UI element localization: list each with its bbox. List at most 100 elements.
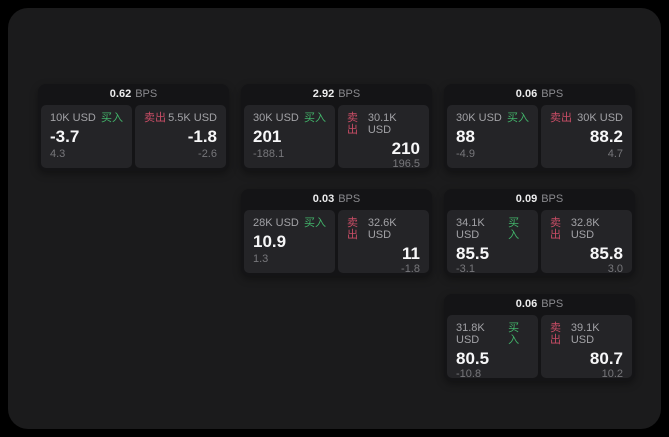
- buy-panel-header: 28K USD 买入: [253, 217, 326, 229]
- sell-amount: 5.5K USD: [168, 112, 217, 124]
- quote-card: 0.06 BPS 30K USD 买入 88 -4.9 卖出 30K USD 8…: [444, 84, 635, 171]
- sell-side-label: 卖出: [347, 112, 358, 137]
- sell-sub-value: -2.6: [198, 148, 217, 160]
- quote-card: 0.06 BPS 31.8K USD 买入 80.5 -10.8 卖出 39.1…: [444, 294, 635, 381]
- sell-panel[interactable]: 卖出 32.6K USD 11 -1.8: [338, 210, 429, 275]
- quote-card: 0.09 BPS 34.1K USD 买入 85.5 -3.1 卖出 32.8K…: [444, 189, 635, 276]
- buy-amount: 31.8K USD: [456, 322, 485, 347]
- sell-amount: 30K USD: [577, 112, 623, 124]
- quote-panels: 31.8K USD 买入 80.5 -10.8 卖出 39.1K USD 80.…: [447, 315, 632, 380]
- buy-price: 88: [456, 127, 475, 147]
- bps-unit-label: BPS: [338, 88, 361, 100]
- bps-header: 2.92 BPS: [244, 84, 429, 105]
- bps-value: 0.62: [109, 88, 132, 100]
- bps-header: 0.03 BPS: [244, 189, 429, 210]
- sell-sub-value: 10.2: [601, 367, 623, 380]
- bps-unit-label: BPS: [135, 88, 158, 100]
- buy-sub-value: 1.3: [253, 253, 269, 265]
- bps-header: 0.06 BPS: [447, 294, 632, 315]
- quote-panels: 30K USD 买入 88 -4.9 卖出 30K USD 88.2 4.7: [447, 105, 632, 168]
- quote-panels: 34.1K USD 买入 85.5 -3.1 卖出 32.8K USD 85.8…: [447, 210, 632, 275]
- sell-price: 88.2: [589, 127, 623, 147]
- sell-price: -1.8: [187, 127, 217, 147]
- sell-panel-header: 卖出 32.6K USD: [347, 217, 420, 241]
- quote-card: 2.92 BPS 30K USD 买入 201 -188.1 卖出 30.1K …: [241, 84, 432, 171]
- buy-sub-value: -10.8: [456, 367, 482, 380]
- bps-header: 0.06 BPS: [447, 84, 632, 105]
- buy-panel-header: 30K USD 买入: [456, 112, 529, 124]
- sell-panel-header: 卖出 30.1K USD: [347, 112, 420, 136]
- buy-sub-value: -3.1: [456, 262, 475, 275]
- sell-panel-header: 卖出 39.1K USD: [550, 322, 623, 346]
- sell-panel[interactable]: 卖出 32.8K USD 85.8 3.0: [541, 210, 632, 275]
- quote-panels: 30K USD 买入 201 -188.1 卖出 30.1K USD 210 1…: [244, 105, 429, 170]
- sell-sub-value: 4.7: [607, 148, 623, 160]
- buy-panel[interactable]: 30K USD 买入 88 -4.9: [447, 105, 538, 168]
- sell-amount: 32.6K USD: [367, 217, 397, 242]
- buy-amount: 28K USD: [253, 217, 299, 229]
- buy-sub-value: -4.9: [456, 148, 475, 160]
- bps-unit-label: BPS: [541, 88, 564, 100]
- quote-panels: 28K USD 买入 10.9 1.3 卖出 32.6K USD 11 -1.8: [244, 210, 429, 275]
- sell-price: 11: [402, 244, 420, 264]
- bps-unit-label: BPS: [541, 298, 564, 310]
- buy-panel-header: 30K USD 买入: [253, 112, 326, 124]
- buy-panel[interactable]: 30K USD 买入 201 -188.1: [244, 105, 335, 168]
- bps-header: 0.09 BPS: [447, 189, 632, 210]
- buy-sub-value: 4.3: [50, 148, 66, 160]
- buy-price: 80.5: [456, 349, 490, 369]
- buy-price: -3.7: [50, 127, 80, 147]
- bps-unit-label: BPS: [541, 193, 564, 205]
- buy-amount: 10K USD: [50, 112, 96, 124]
- buy-side-label: 买入: [508, 322, 520, 347]
- sell-amount: 39.1K USD: [570, 322, 600, 347]
- buy-side-label: 买入: [508, 217, 520, 242]
- sell-panel-header: 卖出 32.8K USD: [550, 217, 623, 241]
- buy-side-label: 买入: [507, 112, 529, 124]
- sell-side-label: 卖出: [347, 217, 358, 242]
- sell-panel[interactable]: 卖出 30K USD 88.2 4.7: [541, 105, 632, 168]
- buy-panel[interactable]: 31.8K USD 买入 80.5 -10.8: [447, 315, 538, 380]
- bps-value: 0.06: [515, 88, 538, 100]
- sell-sub-value: -1.8: [401, 262, 420, 275]
- sell-side-label: 卖出: [144, 112, 166, 124]
- sell-panel-header: 卖出 30K USD: [550, 112, 623, 124]
- sell-panel[interactable]: 卖出 30.1K USD 210 196.5: [338, 105, 429, 170]
- sell-amount: 32.8K USD: [570, 217, 600, 242]
- buy-panel[interactable]: 10K USD 买入 -3.7 4.3: [41, 105, 132, 168]
- buy-side-label: 买入: [304, 217, 326, 229]
- buy-side-label: 买入: [101, 112, 123, 124]
- buy-panel[interactable]: 28K USD 买入 10.9 1.3: [244, 210, 335, 273]
- sell-side-label: 卖出: [550, 217, 561, 242]
- sell-side-label: 卖出: [550, 112, 572, 124]
- sell-panel[interactable]: 卖出 39.1K USD 80.7 10.2: [541, 315, 632, 380]
- buy-amount: 34.1K USD: [456, 217, 485, 242]
- cards-grid: 0.62 BPS 10K USD 买入 -3.7 4.3 卖出 5.5K USD…: [38, 84, 635, 381]
- buy-amount: 30K USD: [253, 112, 299, 124]
- sell-sub-value: 196.5: [392, 157, 420, 170]
- sell-sub-value: 3.0: [607, 262, 623, 275]
- buy-price: 85.5: [456, 244, 490, 264]
- bps-header: 0.62 BPS: [41, 84, 226, 105]
- sell-panel-header: 卖出 5.5K USD: [144, 112, 217, 124]
- bps-unit-label: BPS: [338, 193, 361, 205]
- buy-panel-header: 10K USD 买入: [50, 112, 123, 124]
- quote-card: 0.62 BPS 10K USD 买入 -3.7 4.3 卖出 5.5K USD…: [38, 84, 229, 171]
- quote-card: 0.03 BPS 28K USD 买入 10.9 1.3 卖出 32.6K US…: [241, 189, 432, 276]
- sell-price: 85.8: [589, 244, 623, 264]
- buy-side-label: 买入: [304, 112, 326, 124]
- sell-amount: 30.1K USD: [367, 112, 397, 137]
- bps-value: 0.06: [515, 298, 538, 310]
- buy-panel-header: 31.8K USD 买入: [456, 322, 529, 346]
- buy-amount: 30K USD: [456, 112, 502, 124]
- bps-value: 2.92: [312, 88, 335, 100]
- quote-panels: 10K USD 买入 -3.7 4.3 卖出 5.5K USD -1.8 -2.…: [41, 105, 226, 168]
- bps-value: 0.03: [312, 193, 335, 205]
- sell-price: 80.7: [589, 349, 623, 369]
- sell-panel[interactable]: 卖出 5.5K USD -1.8 -2.6: [135, 105, 226, 168]
- sell-side-label: 卖出: [550, 322, 561, 347]
- app-surface: 0.62 BPS 10K USD 买入 -3.7 4.3 卖出 5.5K USD…: [8, 8, 661, 429]
- buy-panel-header: 34.1K USD 买入: [456, 217, 529, 241]
- buy-sub-value: -188.1: [253, 148, 285, 160]
- buy-panel[interactable]: 34.1K USD 买入 85.5 -3.1: [447, 210, 538, 275]
